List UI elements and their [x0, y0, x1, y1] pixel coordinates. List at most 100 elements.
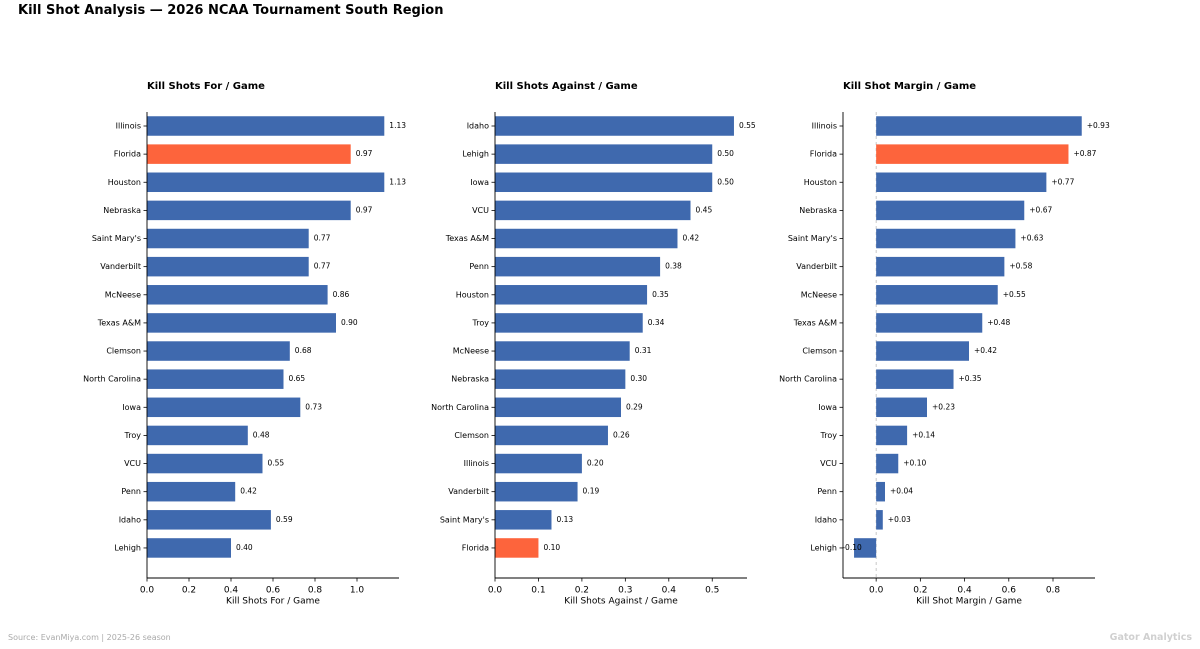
category-label: Lehigh: [462, 150, 489, 159]
data-label: 1.13: [389, 121, 406, 130]
category-label: Idaho: [815, 515, 837, 524]
data-label: 0.48: [253, 430, 270, 439]
category-label: Vanderbilt: [796, 262, 837, 271]
x-tick-label: 0.0: [140, 586, 155, 596]
bar: [876, 369, 954, 389]
data-label: 0.86: [333, 290, 350, 299]
x-tick-label: 0.2: [575, 586, 589, 596]
category-label: Houston: [804, 178, 837, 187]
category-label: Florida: [810, 150, 837, 159]
category-label: Texas A&M: [793, 318, 837, 327]
bar: [495, 172, 713, 193]
data-label: 0.19: [583, 487, 600, 496]
data-label: 0.30: [630, 374, 647, 383]
category-label: Nebraska: [799, 206, 837, 215]
category-label: Nebraska: [103, 206, 141, 215]
bar: [495, 369, 626, 389]
x-tick-label: 0.0: [869, 586, 884, 596]
x-tick-label: 0.8: [308, 586, 323, 596]
category-label: Lehigh: [810, 543, 837, 552]
bar: [147, 397, 301, 418]
category-label: Nebraska: [451, 375, 489, 384]
bar: [876, 341, 969, 361]
bar: [147, 200, 351, 221]
data-label: 0.29: [626, 402, 643, 411]
bar: [876, 285, 998, 305]
data-label: 0.40: [236, 543, 253, 552]
bar: [876, 200, 1025, 221]
data-label: +0.63: [1020, 234, 1043, 243]
x-tick-label: 0.0: [488, 586, 503, 596]
category-label: North Carolina: [83, 375, 141, 384]
bar: [876, 481, 885, 502]
x-tick-label: 0.2: [182, 586, 196, 596]
category-label: Clemson: [106, 347, 141, 356]
bar: [495, 200, 691, 221]
data-label: 0.55: [739, 121, 756, 130]
bar: [876, 228, 1016, 249]
category-label: Idaho: [467, 122, 489, 131]
category-label: Troy: [820, 431, 838, 440]
bar: [147, 116, 385, 136]
bar: [147, 144, 351, 164]
panel-title: Kill Shots For / Game: [147, 81, 265, 92]
category-label: Iowa: [470, 178, 489, 187]
data-label: 0.26: [613, 430, 630, 439]
category-label: Saint Mary's: [440, 515, 489, 524]
bar: [147, 481, 236, 502]
category-label: Texas A&M: [445, 234, 489, 243]
data-label: +0.10: [903, 459, 926, 468]
bar: [147, 172, 385, 193]
data-label: 0.34: [648, 318, 665, 327]
data-label: 0.20: [587, 459, 604, 468]
data-label: 0.42: [240, 487, 257, 496]
bar: [876, 453, 899, 474]
data-label: 0.31: [635, 346, 652, 355]
category-label: Clemson: [802, 347, 837, 356]
x-axis-label: Kill Shot Margin / Game: [916, 597, 1022, 607]
data-label: 0.42: [682, 234, 699, 243]
data-label: 0.38: [665, 262, 682, 271]
data-label: 0.59: [276, 515, 293, 524]
data-label: +0.93: [1087, 121, 1110, 130]
category-label: Clemson: [454, 431, 489, 440]
x-tick-label: 0.4: [224, 586, 239, 596]
category-label: Lehigh: [114, 543, 141, 552]
x-tick-label: 0.2: [913, 586, 927, 596]
category-label: Troy: [124, 431, 142, 440]
x-tick-label: 0.6: [1002, 586, 1017, 596]
bar: [147, 228, 309, 249]
category-label: Illinois: [464, 459, 489, 468]
category-label: VCU: [820, 459, 837, 468]
data-label: 0.35: [652, 290, 669, 299]
data-label: +0.04: [890, 487, 913, 496]
data-label: +0.42: [974, 346, 997, 355]
category-label: Saint Mary's: [788, 234, 837, 243]
data-label: +0.35: [959, 374, 982, 383]
panel-title: Kill Shot Margin / Game: [843, 81, 976, 92]
category-label: Florida: [114, 150, 141, 159]
category-label: Penn: [469, 262, 489, 271]
data-label: 1.13: [389, 177, 406, 186]
data-label: 0.90: [341, 318, 358, 327]
bar: [876, 397, 927, 418]
bar: [876, 116, 1082, 136]
data-label: +0.67: [1029, 205, 1052, 214]
bar: [147, 453, 263, 474]
category-label: Illinois: [812, 122, 837, 131]
bar: [147, 341, 290, 361]
x-tick-label: 0.3: [618, 586, 632, 596]
bar: [495, 538, 539, 558]
data-label: +0.03: [888, 515, 911, 524]
data-label: 0.55: [268, 459, 285, 468]
panel-title: Kill Shots Against / Game: [495, 81, 638, 92]
x-axis-label: Kill Shots For / Game: [226, 597, 320, 607]
bar: [876, 425, 908, 446]
data-label: 0.77: [314, 234, 331, 243]
data-label: 0.97: [356, 205, 373, 214]
bar: [147, 369, 284, 389]
category-label: North Carolina: [431, 403, 489, 412]
category-label: Troy: [472, 318, 490, 327]
data-label: 0.68: [295, 346, 312, 355]
category-label: North Carolina: [779, 375, 837, 384]
